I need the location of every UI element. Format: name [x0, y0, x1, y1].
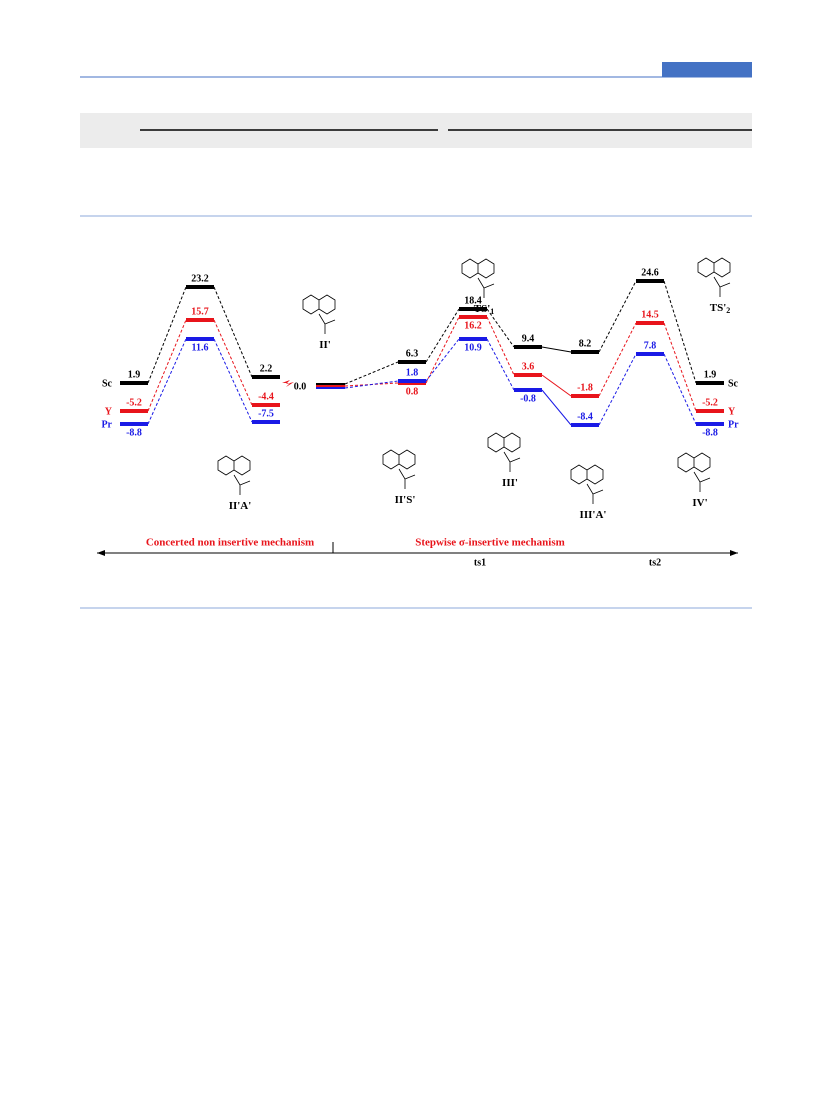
energy-label: -8.4 — [577, 411, 593, 422]
origin-label: 0.0 — [294, 381, 307, 392]
energy-label: 18.4 — [464, 295, 482, 306]
structure-sketch — [570, 464, 604, 504]
energy-label: 1.8 — [406, 367, 419, 378]
energy-label: 23.2 — [191, 273, 209, 284]
structure-label: IV' — [692, 497, 707, 509]
energy-label: -7.5 — [258, 408, 274, 419]
structure-label-main: TS' — [474, 303, 491, 315]
header-tab — [662, 62, 752, 77]
structure-sketch — [697, 257, 731, 297]
energy-label: 6.3 — [406, 348, 419, 359]
structure-sketch — [677, 452, 711, 492]
energy-label: 9.4 — [522, 333, 535, 344]
energy-label: 3.6 — [522, 361, 535, 372]
structure-label: TS'2 — [710, 302, 731, 315]
structure-label-main: IV' — [692, 497, 707, 509]
mechanism-axis: Concerted non insertive mechanism Stepwi… — [97, 537, 738, 568]
structure-label: III' — [502, 477, 518, 489]
connector — [213, 338, 253, 423]
structure-sketch — [487, 432, 521, 472]
structure-label-sub: 2 — [726, 306, 730, 315]
connector — [663, 353, 697, 425]
axis-tick-label: ts2 — [649, 557, 661, 568]
structure-label-sub: 1 — [490, 307, 494, 316]
connector — [663, 322, 697, 412]
structure-label-main: III' — [502, 477, 518, 489]
connector — [213, 319, 253, 406]
connector — [486, 316, 515, 376]
energy-label: 1.9 — [704, 369, 717, 380]
axis-label: Concerted non insertive mechanism — [146, 537, 314, 549]
energy-label: -8.8 — [126, 427, 142, 438]
connector — [147, 319, 187, 412]
connector — [344, 380, 399, 389]
structure-label-main: II'S' — [395, 494, 416, 506]
energy-label: 16.2 — [464, 320, 482, 331]
energy-label: 24.6 — [641, 267, 659, 278]
structure-sketch — [217, 455, 251, 495]
energy-label: -1.8 — [577, 382, 593, 393]
structure-sketch — [382, 449, 416, 489]
structure-sketch — [461, 258, 495, 298]
connector — [541, 374, 572, 397]
connector — [147, 286, 187, 384]
energy-label: 7.8 — [644, 340, 657, 351]
structure-label: TS'1 — [474, 303, 495, 316]
structure-label-main: II' — [319, 339, 331, 351]
connector — [598, 322, 637, 397]
energy-label: 0.8 — [406, 386, 419, 397]
connector — [147, 338, 187, 425]
structure-label-main: TS' — [710, 302, 727, 314]
connector — [486, 308, 515, 348]
energy-label: -5.2 — [126, 397, 142, 408]
series-label: Pr — [728, 419, 739, 430]
series-label: Y — [728, 406, 736, 417]
connector — [425, 338, 460, 382]
connector — [598, 280, 637, 353]
connector — [213, 286, 253, 378]
structure-label-main: II'A' — [229, 500, 252, 512]
series-label: Y — [105, 406, 113, 417]
energy-label: -8.8 — [702, 427, 718, 438]
axis-tick-label: ts1 — [474, 557, 486, 568]
connector — [425, 316, 460, 384]
energy-label: 11.6 — [192, 342, 209, 353]
connector — [663, 280, 697, 384]
series-label: Sc — [728, 378, 739, 389]
energy-label: -0.8 — [520, 393, 536, 404]
energy-label: 15.7 — [191, 306, 209, 317]
connector — [425, 308, 460, 363]
structure-label: II'A' — [229, 500, 252, 512]
energy-label: -5.2 — [702, 397, 718, 408]
connector — [344, 361, 399, 385]
energy-label: 10.9 — [464, 342, 482, 353]
axis-label: Stepwise σ-insertive mechanism — [415, 537, 565, 549]
structure-sketch — [302, 294, 336, 334]
series-label: Sc — [102, 378, 113, 389]
energy-label: 2.2 — [260, 363, 273, 374]
connector — [598, 353, 637, 426]
structure-label: III'A' — [580, 509, 607, 521]
energy-label: 8.2 — [579, 338, 592, 349]
connector — [541, 389, 572, 426]
structure-label-main: III'A' — [580, 509, 607, 521]
arrow-icon — [282, 380, 294, 387]
structure-label: II'S' — [395, 494, 416, 506]
energy-label: 1.9 — [128, 369, 141, 380]
energy-label: 14.5 — [641, 309, 659, 320]
connector — [541, 346, 572, 353]
structure-label: II' — [319, 339, 331, 351]
series-label: Pr — [101, 419, 112, 430]
energy-label: -4.4 — [258, 391, 274, 402]
